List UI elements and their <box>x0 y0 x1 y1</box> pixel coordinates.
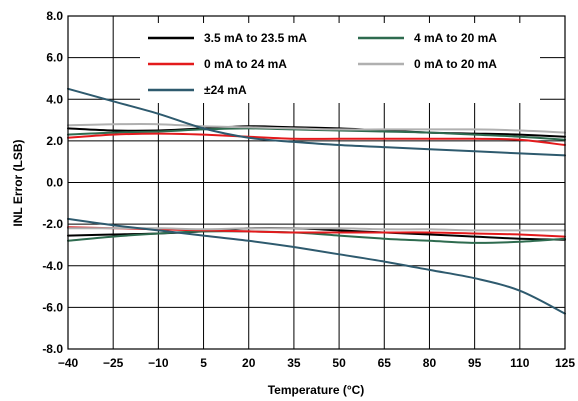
x-tick-label: 20 <box>242 356 256 370</box>
y-tick-label: -6.0 <box>42 300 63 314</box>
series-line-lower <box>67 230 566 244</box>
x-tick-label: 125 <box>555 356 575 370</box>
legend-label: 0 mA to 24 mA <box>204 57 287 71</box>
x-tick-label: 95 <box>468 356 482 370</box>
y-tick-label: -8.0 <box>42 342 63 356</box>
x-tick-label: 5 <box>200 356 207 370</box>
x-tick-label: 50 <box>332 356 346 370</box>
legend-label: 4 mA to 20 mA <box>414 31 497 45</box>
y-tick-label: 0.0 <box>46 176 63 190</box>
x-tick-label: −10 <box>148 356 169 370</box>
y-tick-labels: 8.0 6.0 4.0 2.0 0.0 -2.0 -4.0 -6.0 -8.0 <box>42 9 63 356</box>
series-line-upper <box>67 123 566 134</box>
y-tick-label: 8.0 <box>46 9 63 23</box>
y-tick-label: -2.0 <box>42 217 63 231</box>
series-line-upper <box>67 132 566 146</box>
series-line-upper <box>67 87 566 157</box>
legend: 3.5 mA to 23.5 mA 4 mA to 20 mA 0 mA to 24… <box>148 31 497 97</box>
series-line-lower <box>67 227 566 232</box>
x-tick-labels: −40 −25 −10 5 20 35 50 65 80 95 110 125 <box>58 356 576 370</box>
legend-label: 0 mA to 20 mA <box>414 57 497 71</box>
y-tick-label: -4.0 <box>42 259 63 273</box>
x-tick-label: −25 <box>103 356 124 370</box>
x-axis-label: Temperature (°C) <box>268 383 365 397</box>
y-tick-label: 2.0 <box>46 134 63 148</box>
series-curves <box>67 87 566 315</box>
x-tick-label: 110 <box>510 356 530 370</box>
legend-background <box>140 23 540 103</box>
x-tick-label: 35 <box>287 356 301 370</box>
plot-frame <box>67 15 566 350</box>
y-axis-label: INL Error (LSB) <box>11 139 25 226</box>
series-line-lower <box>67 217 566 315</box>
y-tick-label: 4.0 <box>46 92 63 106</box>
legend-label: ±24 mA <box>204 83 247 97</box>
x-tick-label: 65 <box>378 356 392 370</box>
series-line-upper <box>67 125 566 138</box>
legend-label: 3.5 mA to 23.5 mA <box>204 31 307 45</box>
y-tick-label: 6.0 <box>46 51 63 65</box>
x-tick-label: 80 <box>423 356 437 370</box>
x-tick-label: −40 <box>58 356 79 370</box>
